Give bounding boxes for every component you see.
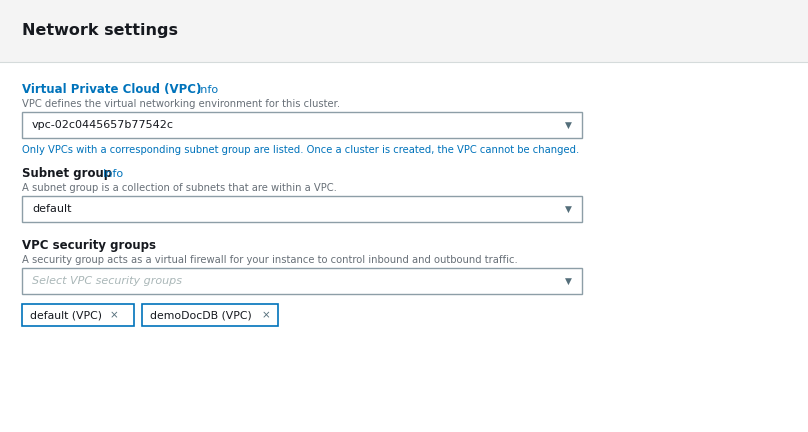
Text: vpc-02c0445657b77542c: vpc-02c0445657b77542c [32, 120, 174, 130]
Text: VPC defines the virtual networking environment for this cluster.: VPC defines the virtual networking envir… [22, 99, 340, 109]
Text: ▼: ▼ [565, 276, 572, 286]
Text: ×: × [261, 310, 270, 320]
FancyBboxPatch shape [0, 62, 808, 432]
FancyBboxPatch shape [22, 304, 134, 326]
FancyBboxPatch shape [22, 268, 582, 294]
Text: A subnet group is a collection of subnets that are within a VPC.: A subnet group is a collection of subnet… [22, 183, 337, 193]
Text: Subnet group: Subnet group [22, 168, 112, 181]
FancyBboxPatch shape [142, 304, 278, 326]
Text: ▼: ▼ [565, 204, 572, 213]
Text: Network settings: Network settings [22, 23, 178, 38]
Text: default (VPC): default (VPC) [30, 310, 102, 320]
FancyBboxPatch shape [22, 112, 582, 138]
FancyBboxPatch shape [0, 0, 808, 62]
Text: Info: Info [198, 85, 219, 95]
Text: VPC security groups: VPC security groups [22, 239, 156, 252]
FancyBboxPatch shape [22, 196, 582, 222]
Text: Select VPC security groups: Select VPC security groups [32, 276, 182, 286]
Text: Only VPCs with a corresponding subnet group are listed. Once a cluster is create: Only VPCs with a corresponding subnet gr… [22, 145, 579, 155]
Text: Info: Info [103, 169, 124, 179]
Text: ×: × [109, 310, 118, 320]
Text: A security group acts as a virtual firewall for your instance to control inbound: A security group acts as a virtual firew… [22, 255, 518, 265]
Text: Virtual Private Cloud (VPC): Virtual Private Cloud (VPC) [22, 83, 201, 96]
Text: ▼: ▼ [565, 121, 572, 130]
Text: demoDocDB (VPC): demoDocDB (VPC) [150, 310, 252, 320]
Text: default: default [32, 204, 71, 214]
